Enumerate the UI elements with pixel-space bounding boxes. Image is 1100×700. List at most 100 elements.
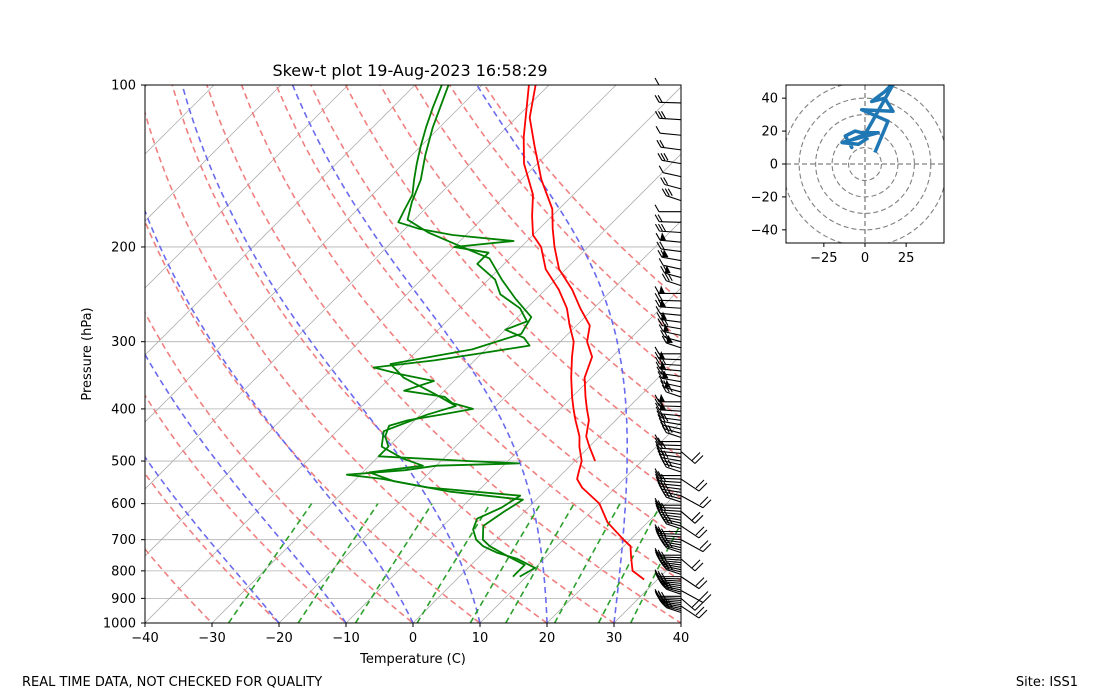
moist-adiabat	[145, 209, 414, 623]
wind-barb	[654, 437, 682, 447]
wind-barb	[680, 576, 708, 590]
hodograph-axes: −25 0 25 40 20 0 −20 −40	[751, 92, 915, 266]
dry-adiabat	[145, 547, 214, 623]
wind-barb	[680, 558, 704, 572]
wind-barb	[654, 569, 681, 578]
wind-barb	[656, 447, 682, 458]
y-tick-label: 700	[111, 533, 136, 548]
wind-barb	[661, 384, 682, 398]
wind-barb	[655, 444, 682, 454]
moist-adiabat	[181, 85, 481, 623]
wind-barb	[680, 478, 708, 492]
moist-adiabat	[476, 85, 628, 623]
wind-barb	[655, 502, 682, 512]
isotherm-line	[680, 622, 681, 623]
hodo-y-tick-label: 40	[761, 92, 778, 107]
wind-barb	[654, 549, 682, 559]
wind-barb	[660, 265, 682, 279]
wind-barb	[655, 360, 682, 372]
dry-adiabat	[145, 311, 415, 623]
isotherm-line	[278, 220, 681, 623]
wind-barb	[661, 489, 682, 503]
x-tick-label: 40	[673, 631, 690, 646]
isotherm-line	[145, 85, 349, 289]
mixing-ratio-line	[227, 503, 313, 623]
x-tick-label: 0	[409, 631, 417, 646]
wind-barb	[655, 473, 682, 484]
wind-barb	[654, 547, 681, 556]
dry-adiabat	[171, 85, 616, 623]
wind-barb	[660, 330, 682, 343]
wind-barb	[661, 516, 682, 530]
hodo-y-tick-label: 0	[770, 158, 778, 173]
wind-barb	[661, 562, 682, 575]
dry-adiabat	[414, 85, 681, 380]
dry-adiabat	[483, 85, 681, 303]
site-label: Site: ISS1	[1016, 675, 1078, 690]
mixing-ratio-line	[416, 503, 492, 623]
wind-barb	[654, 471, 682, 480]
dry-adiabat	[379, 85, 681, 419]
wind-barb	[661, 540, 682, 554]
x-tick-label: 20	[539, 631, 556, 646]
hodo-y-tick-label: −20	[751, 190, 778, 205]
y-tick-label: 200	[111, 240, 136, 255]
isotherm-line	[345, 287, 681, 623]
wind-barb	[661, 425, 682, 438]
dry-adiabat	[206, 85, 681, 623]
mixing-ratio-line	[354, 503, 433, 623]
wind-barb	[654, 526, 682, 535]
hodograph-plot-area	[786, 85, 944, 243]
isotherm-line	[479, 421, 681, 623]
wind-barb	[654, 589, 681, 597]
isotherm-line	[145, 86, 681, 623]
wind-barb	[655, 476, 682, 487]
wind-barb	[661, 582, 682, 595]
wind-barb	[660, 177, 682, 190]
mixing-ratio-line	[297, 503, 379, 623]
y-tick-label: 800	[111, 564, 136, 579]
moist-adiabat	[680, 619, 681, 623]
wind-barb	[657, 249, 682, 262]
dry-adiabat	[145, 394, 348, 623]
hodo-x-tick-label: −25	[810, 251, 837, 266]
y-tick-label: 1000	[103, 617, 136, 632]
x-tick-label: −30	[198, 631, 225, 646]
dry-adiabat	[145, 109, 549, 623]
wind-barb	[654, 434, 681, 443]
wind-barb	[656, 311, 682, 323]
skewt-plot-area	[145, 85, 681, 623]
wind-barb	[658, 165, 682, 178]
wind-barb	[655, 125, 682, 136]
skewt-axes: −40 −30 −20 −10 0 10 20 30 40 100 200 300 400 500 600 7…	[103, 79, 689, 647]
wind-barb	[654, 204, 681, 213]
x-tick-label: −10	[332, 631, 359, 646]
hodo-x-tick-label: 25	[898, 251, 915, 266]
y-tick-label: 400	[111, 402, 136, 417]
wind-barb	[661, 600, 682, 614]
isotherm-line	[145, 85, 617, 557]
wind-barb	[680, 589, 712, 603]
wind-barb	[680, 597, 704, 611]
quality-disclaimer: REAL TIME DATA, NOT CHECKED FOR QUALITY	[22, 675, 322, 690]
wind-barb	[655, 223, 682, 234]
wind-barb	[657, 370, 682, 383]
isotherm-line	[145, 85, 483, 423]
isotherm-line	[145, 85, 416, 356]
wind-barb	[680, 451, 704, 464]
dewpoint-2-trace	[368, 85, 533, 578]
wind-barb	[655, 406, 682, 417]
wind-barb	[656, 139, 682, 151]
chart-title: Skew-t plot 19-Aug-2023 16:58:29	[272, 61, 547, 80]
wind-barb	[680, 605, 708, 619]
x-axis-label: Temperature (C)	[359, 652, 466, 667]
isotherm-line	[211, 153, 681, 623]
isotherm-line	[412, 354, 681, 623]
wind-barb	[654, 570, 682, 580]
wind-barb	[655, 232, 682, 243]
y-tick-label: 600	[111, 497, 136, 512]
temperature-trace	[522, 85, 645, 581]
wind-barb	[655, 401, 682, 412]
dry-adiabat	[344, 85, 681, 459]
